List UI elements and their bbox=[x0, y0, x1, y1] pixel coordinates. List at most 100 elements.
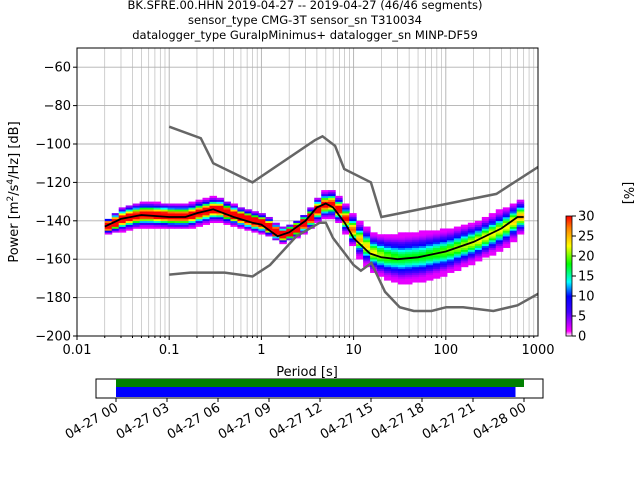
histogram-cell bbox=[328, 215, 336, 218]
histogram-cell bbox=[300, 216, 308, 220]
histogram-cell bbox=[132, 224, 141, 227]
histogram-cell bbox=[391, 240, 399, 243]
histogram-cell bbox=[118, 215, 127, 218]
histogram-cell bbox=[453, 232, 462, 235]
histogram-cell bbox=[432, 270, 441, 273]
histogram-cell bbox=[258, 222, 266, 225]
histogram-cell bbox=[405, 272, 413, 275]
histogram-cell bbox=[405, 261, 413, 264]
histogram-cell bbox=[321, 201, 329, 204]
histogram-cell bbox=[398, 261, 406, 264]
histogram-cell bbox=[467, 259, 476, 262]
histogram-cell bbox=[425, 264, 434, 268]
histogram-cell bbox=[139, 218, 148, 222]
histogram-cell bbox=[418, 263, 427, 266]
histogram-cell bbox=[488, 215, 497, 218]
histogram-cell bbox=[370, 270, 378, 273]
histogram-cell bbox=[202, 213, 210, 216]
histogram-cell bbox=[460, 245, 469, 248]
histogram-cell bbox=[300, 228, 308, 231]
timeline-tick-label: 04-27 00 bbox=[63, 400, 121, 442]
histogram-cell bbox=[153, 209, 162, 212]
histogram-cell bbox=[251, 220, 259, 224]
histogram-cell bbox=[384, 263, 392, 266]
histogram-cell bbox=[453, 226, 462, 229]
histogram-cell bbox=[195, 220, 204, 224]
histogram-cell bbox=[167, 205, 176, 208]
histogram-cell bbox=[481, 230, 490, 233]
histogram-cell bbox=[405, 241, 413, 245]
histogram-cell bbox=[425, 270, 434, 273]
histogram-cell bbox=[453, 257, 462, 260]
ppsd-histogram bbox=[104, 190, 525, 285]
histogram-cell bbox=[425, 259, 434, 262]
histogram-cell bbox=[391, 238, 399, 241]
histogram-cell bbox=[509, 209, 518, 212]
y-tick-label: −140 bbox=[35, 214, 71, 229]
histogram-cell bbox=[118, 222, 127, 225]
histogram-cell bbox=[391, 247, 399, 250]
histogram-cell bbox=[230, 213, 238, 216]
histogram-cell bbox=[363, 245, 371, 248]
histogram-cell bbox=[223, 201, 231, 204]
histogram-cell bbox=[349, 220, 357, 224]
histogram-cell bbox=[411, 261, 420, 264]
histogram-cell bbox=[286, 236, 294, 239]
histogram-cell bbox=[460, 224, 469, 227]
histogram-cell bbox=[209, 199, 217, 202]
histogram-cell bbox=[439, 272, 448, 275]
histogram-cell bbox=[474, 245, 483, 248]
histogram-cell bbox=[467, 249, 476, 252]
histogram-cell bbox=[411, 266, 420, 270]
histogram-cell bbox=[181, 203, 190, 206]
histogram-cell bbox=[335, 195, 343, 199]
histogram-cell bbox=[125, 205, 134, 208]
histogram-cell bbox=[125, 226, 134, 229]
histogram-cell bbox=[132, 211, 141, 214]
histogram-cell bbox=[321, 195, 329, 199]
histogram-cell bbox=[398, 240, 406, 243]
histogram-cell bbox=[384, 243, 392, 247]
histogram-cell bbox=[279, 228, 287, 231]
histogram-cell bbox=[321, 199, 329, 202]
histogram-cell bbox=[321, 193, 329, 197]
histogram-cell bbox=[405, 243, 413, 247]
histogram-cell bbox=[460, 255, 469, 258]
histogram-cell bbox=[405, 274, 413, 277]
histogram-cell bbox=[432, 238, 441, 241]
histogram-cell bbox=[411, 272, 420, 275]
histogram-cell bbox=[439, 228, 448, 231]
histogram-cell bbox=[321, 209, 329, 212]
histogram-cell bbox=[279, 236, 287, 239]
histogram-cell bbox=[398, 236, 406, 239]
histogram-cell bbox=[202, 222, 210, 225]
histogram-cell bbox=[146, 218, 155, 222]
histogram-cell bbox=[132, 203, 141, 206]
histogram-cell bbox=[488, 238, 497, 241]
histogram-cell bbox=[293, 222, 301, 225]
histogram-cell bbox=[411, 243, 420, 247]
histogram-cell bbox=[356, 234, 364, 237]
histogram-cell bbox=[432, 268, 441, 272]
histogram-cell bbox=[356, 224, 364, 227]
histogram-cell bbox=[453, 238, 462, 241]
histogram-cell bbox=[139, 226, 148, 229]
histogram-cell bbox=[216, 205, 224, 208]
histogram-cell bbox=[439, 230, 448, 233]
histogram-cell bbox=[509, 216, 518, 220]
histogram-cell bbox=[453, 240, 462, 243]
histogram-cell bbox=[439, 249, 448, 252]
histogram-cell bbox=[398, 247, 406, 250]
histogram-cell bbox=[160, 211, 169, 214]
histogram-cell bbox=[481, 240, 490, 243]
histogram-cell bbox=[432, 263, 441, 266]
histogram-cell bbox=[495, 232, 504, 235]
histogram-cell bbox=[516, 216, 525, 220]
colorbar-label: [%] bbox=[620, 182, 635, 205]
histogram-cell bbox=[314, 218, 322, 222]
histogram-cell bbox=[132, 218, 141, 222]
histogram-cell bbox=[391, 255, 399, 258]
histogram-cell bbox=[265, 222, 273, 225]
histogram-cell bbox=[446, 253, 455, 256]
histogram-cell bbox=[321, 197, 329, 200]
